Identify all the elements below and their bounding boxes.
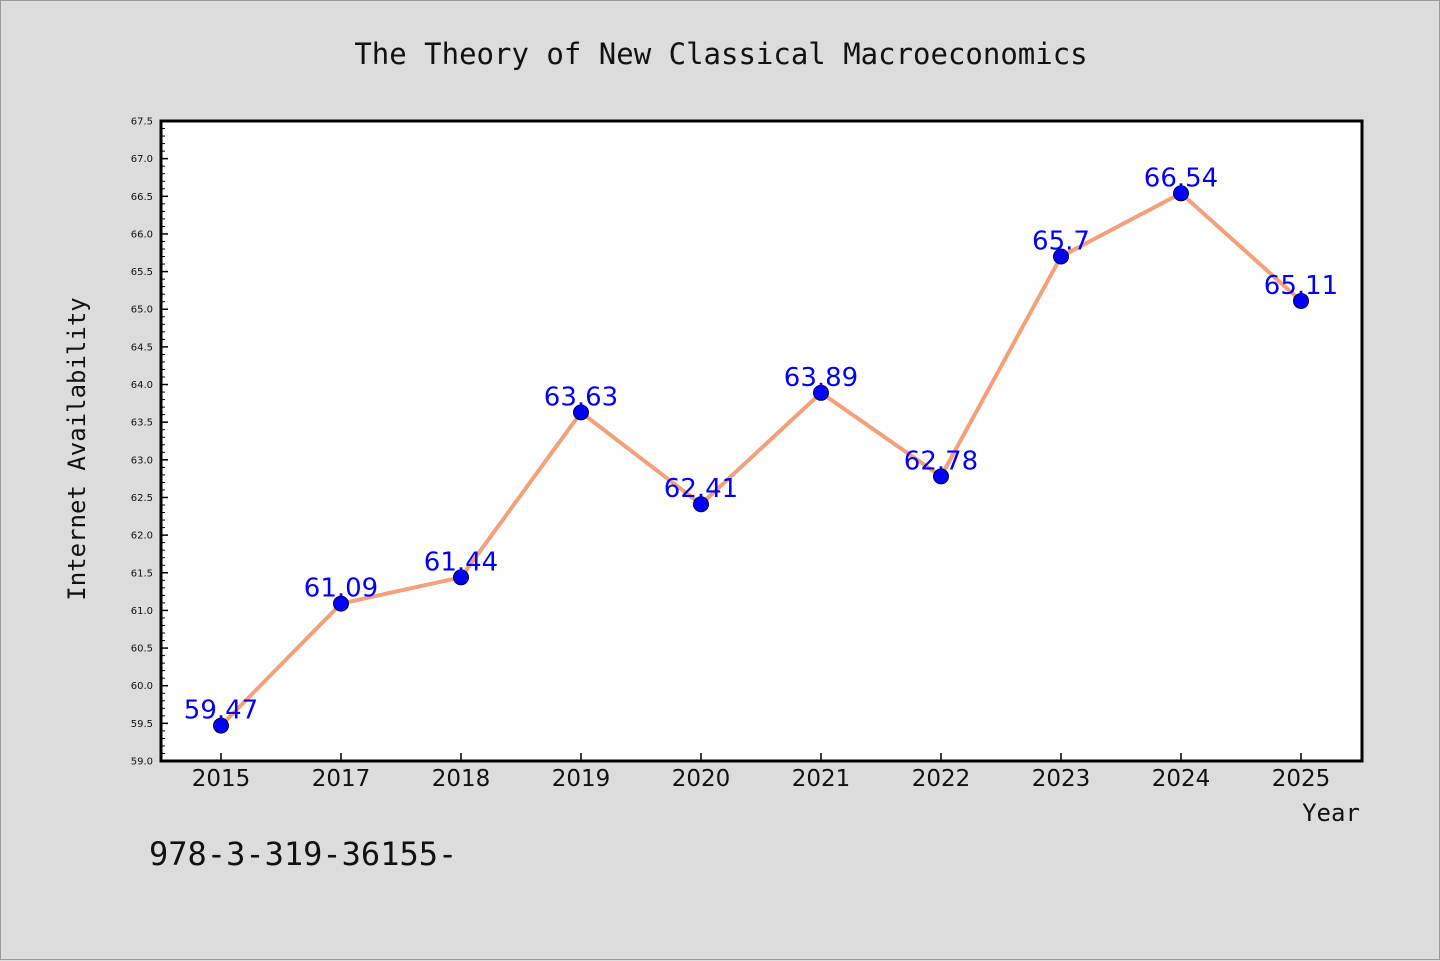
- y-tick-label: 60.5: [131, 644, 153, 655]
- y-tick-label: 65.5: [131, 267, 153, 278]
- data-label: 63.89: [784, 363, 858, 393]
- data-label: 62.78: [904, 446, 978, 476]
- data-point: [693, 496, 709, 513]
- y-tick-label: 64.0: [131, 380, 153, 391]
- y-tick-label: 61.0: [131, 606, 153, 617]
- y-tick-label: 66.5: [131, 192, 153, 203]
- y-tick-label: 62.5: [131, 493, 153, 504]
- x-tick-label: 2018: [432, 766, 491, 792]
- x-tick-label: 2025: [1272, 766, 1331, 792]
- y-tick-label: 59.5: [131, 719, 153, 730]
- y-tick-label: 59.0: [131, 757, 153, 768]
- y-tick-label: 62.0: [131, 531, 153, 542]
- y-axis-title: Internet Availability: [63, 297, 91, 600]
- y-tick-label: 60.0: [131, 681, 153, 692]
- x-axis-title: Year: [1302, 799, 1360, 827]
- chart-title: The Theory of New Classical Macroeconomi…: [354, 37, 1087, 71]
- plot-frame: [159, 119, 1364, 763]
- data-label: 61.44: [424, 547, 498, 577]
- data-point: [333, 595, 349, 612]
- x-tick-label: 2023: [1032, 766, 1091, 792]
- data-label: 62.41: [664, 474, 738, 504]
- data-point: [933, 468, 949, 485]
- y-tick-label: 67.5: [131, 117, 153, 128]
- series-line: [219, 191, 1303, 728]
- y-tick-label: 67.0: [131, 154, 153, 165]
- y-tick-label: 63.5: [131, 418, 153, 429]
- x-tick-label: 2022: [912, 766, 971, 792]
- data-label: 61.09: [304, 574, 378, 604]
- x-tick-label: 2024: [1152, 766, 1211, 792]
- x-tick-label: 2019: [552, 766, 611, 792]
- data-label: 65.11: [1264, 271, 1338, 301]
- plot-area: [161, 121, 1362, 761]
- data-point: [1293, 292, 1309, 309]
- series-group: 59.47 61.09 61.44 63.63 62.41 63.89 62.78 65.7 6…: [184, 163, 1338, 734]
- y-tick-label: 61.5: [131, 568, 153, 579]
- x-tick-label: 2017: [312, 766, 371, 792]
- data-label: 65.7: [1032, 227, 1090, 257]
- data-point: [1053, 248, 1069, 265]
- data-point: [813, 384, 829, 401]
- footer-text: 978-3-319-36155-: [149, 835, 457, 873]
- data-label: 59.47: [184, 696, 258, 726]
- y-tick-label: 65.0: [131, 305, 153, 316]
- y-tick-label: 64.5: [131, 342, 153, 353]
- x-tick-label: 2021: [792, 766, 851, 792]
- data-label: 63.63: [544, 382, 618, 412]
- data-point: [573, 404, 589, 421]
- x-tick-label: 2015: [192, 766, 251, 792]
- x-tick-label: 2020: [672, 766, 731, 792]
- data-point: [453, 569, 469, 586]
- data-point: [1173, 185, 1189, 202]
- data-point: [213, 717, 229, 734]
- y-tick-label: 66.0: [131, 229, 153, 240]
- x-axis: 2015 2017 2018 2019 2020 2021 2022 2023 2024 2025: [192, 753, 1331, 792]
- data-label: 66.54: [1144, 163, 1218, 193]
- y-tick-label: 63.0: [131, 455, 153, 466]
